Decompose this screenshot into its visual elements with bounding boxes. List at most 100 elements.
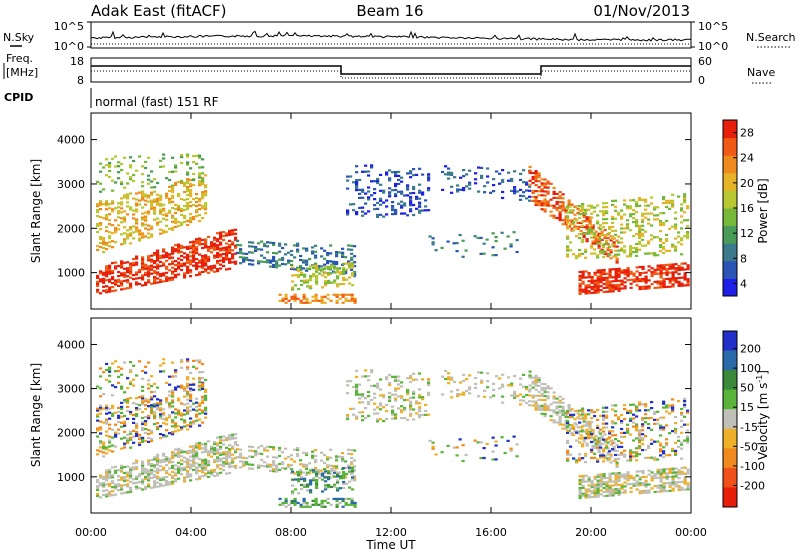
velocity-cell <box>171 375 175 378</box>
velocity-cell <box>192 468 196 471</box>
velocity-cell <box>441 393 445 396</box>
power-cell <box>593 289 597 292</box>
power-cell <box>272 259 276 263</box>
velocity-cell <box>614 404 618 407</box>
velocity-cell <box>183 419 187 422</box>
power-cell <box>180 268 184 272</box>
velocity-cell <box>662 486 666 489</box>
velocity-cell <box>546 397 550 400</box>
velocity-cell <box>608 478 612 481</box>
power-cell <box>400 180 404 183</box>
velocity-cell <box>659 484 663 487</box>
power-cell <box>653 272 657 275</box>
velocity-cell <box>418 416 422 419</box>
power-cell <box>195 250 199 253</box>
nsky-panel: 10^5 10^0 10^5 10^0 N.Sky N.Search <box>3 20 796 53</box>
velocity-cell <box>329 503 333 506</box>
power-cell <box>108 165 112 169</box>
power-cell <box>242 256 246 259</box>
power-cell <box>585 226 589 229</box>
velocity-cell <box>638 403 642 406</box>
velocity-cell <box>644 475 648 478</box>
power-cell <box>108 278 112 281</box>
power-cell <box>578 276 582 280</box>
power-cell <box>245 252 249 255</box>
velocity-cell <box>129 436 133 439</box>
velocity-cell <box>431 447 435 450</box>
velocity-cell <box>189 383 193 386</box>
power-cell <box>324 266 328 269</box>
velocity-cell <box>177 453 181 456</box>
power-cell <box>632 221 636 224</box>
velocity-cell <box>108 449 112 452</box>
power-cell <box>123 156 127 159</box>
power-cell <box>534 180 538 183</box>
power-cell <box>515 239 519 242</box>
power-cell <box>614 270 618 273</box>
power-cell <box>641 238 645 241</box>
power-cell <box>597 232 601 235</box>
velocity-cell <box>659 424 663 427</box>
velocity-cell <box>552 411 556 414</box>
velocity-cell <box>111 436 115 439</box>
velocity-cell <box>305 473 309 476</box>
power-cell <box>339 273 343 276</box>
velocity-cell <box>680 407 684 411</box>
velocity-cell <box>165 475 169 479</box>
velocity-cell <box>479 441 483 444</box>
velocity-colorbar-tick-label: -200 <box>740 479 765 492</box>
power-cell <box>135 228 139 231</box>
velocity-cell <box>683 401 687 404</box>
velocity-cell <box>620 445 624 448</box>
power-cell <box>108 270 112 273</box>
velocity-cell <box>207 450 211 453</box>
power-cell <box>305 249 309 252</box>
nsky-frame <box>90 21 692 49</box>
power-cell <box>519 188 523 191</box>
power-cell <box>186 267 190 270</box>
power-cell <box>569 241 573 244</box>
velocity-cell <box>336 473 340 476</box>
velocity-cell <box>686 423 690 426</box>
power-cell <box>300 283 304 286</box>
velocity-cell <box>339 487 343 490</box>
velocity-cell <box>569 453 573 456</box>
power-cell <box>590 206 594 209</box>
power-cell <box>665 237 669 240</box>
velocity-cell <box>596 495 600 498</box>
velocity-cell <box>623 481 627 484</box>
power-cell <box>141 284 145 287</box>
power-cell <box>671 275 675 278</box>
velocity-cell <box>611 404 615 407</box>
velocity-cell <box>632 476 636 479</box>
velocity-cell <box>150 429 154 433</box>
velocity-cell <box>605 422 609 425</box>
power-cell <box>427 179 431 182</box>
velocity-cell <box>626 459 630 462</box>
power-cell <box>114 261 118 264</box>
power-cell <box>686 280 690 283</box>
velocity-cell <box>641 470 645 473</box>
power-cell <box>662 286 666 289</box>
velocity-cell <box>174 422 178 425</box>
power-cell <box>129 266 133 269</box>
velocity-cell <box>450 396 454 399</box>
velocity-cell <box>291 484 295 487</box>
velocity-cell <box>596 473 600 476</box>
power-cell <box>480 166 484 169</box>
velocity-cell <box>96 385 100 388</box>
velocity-cell <box>555 421 559 424</box>
power-cell <box>192 256 196 259</box>
power-cell <box>123 194 127 197</box>
velocity-cell <box>409 406 413 409</box>
velocity-cell <box>138 437 142 440</box>
power-cell <box>629 278 633 281</box>
power-cell <box>204 204 208 207</box>
power-cell <box>629 272 633 275</box>
power-cell <box>611 284 615 287</box>
power-cell <box>602 286 606 290</box>
velocity-cell <box>394 377 398 380</box>
velocity-cell <box>105 489 109 492</box>
power-cell <box>534 198 538 201</box>
velocity-cell <box>213 447 217 450</box>
